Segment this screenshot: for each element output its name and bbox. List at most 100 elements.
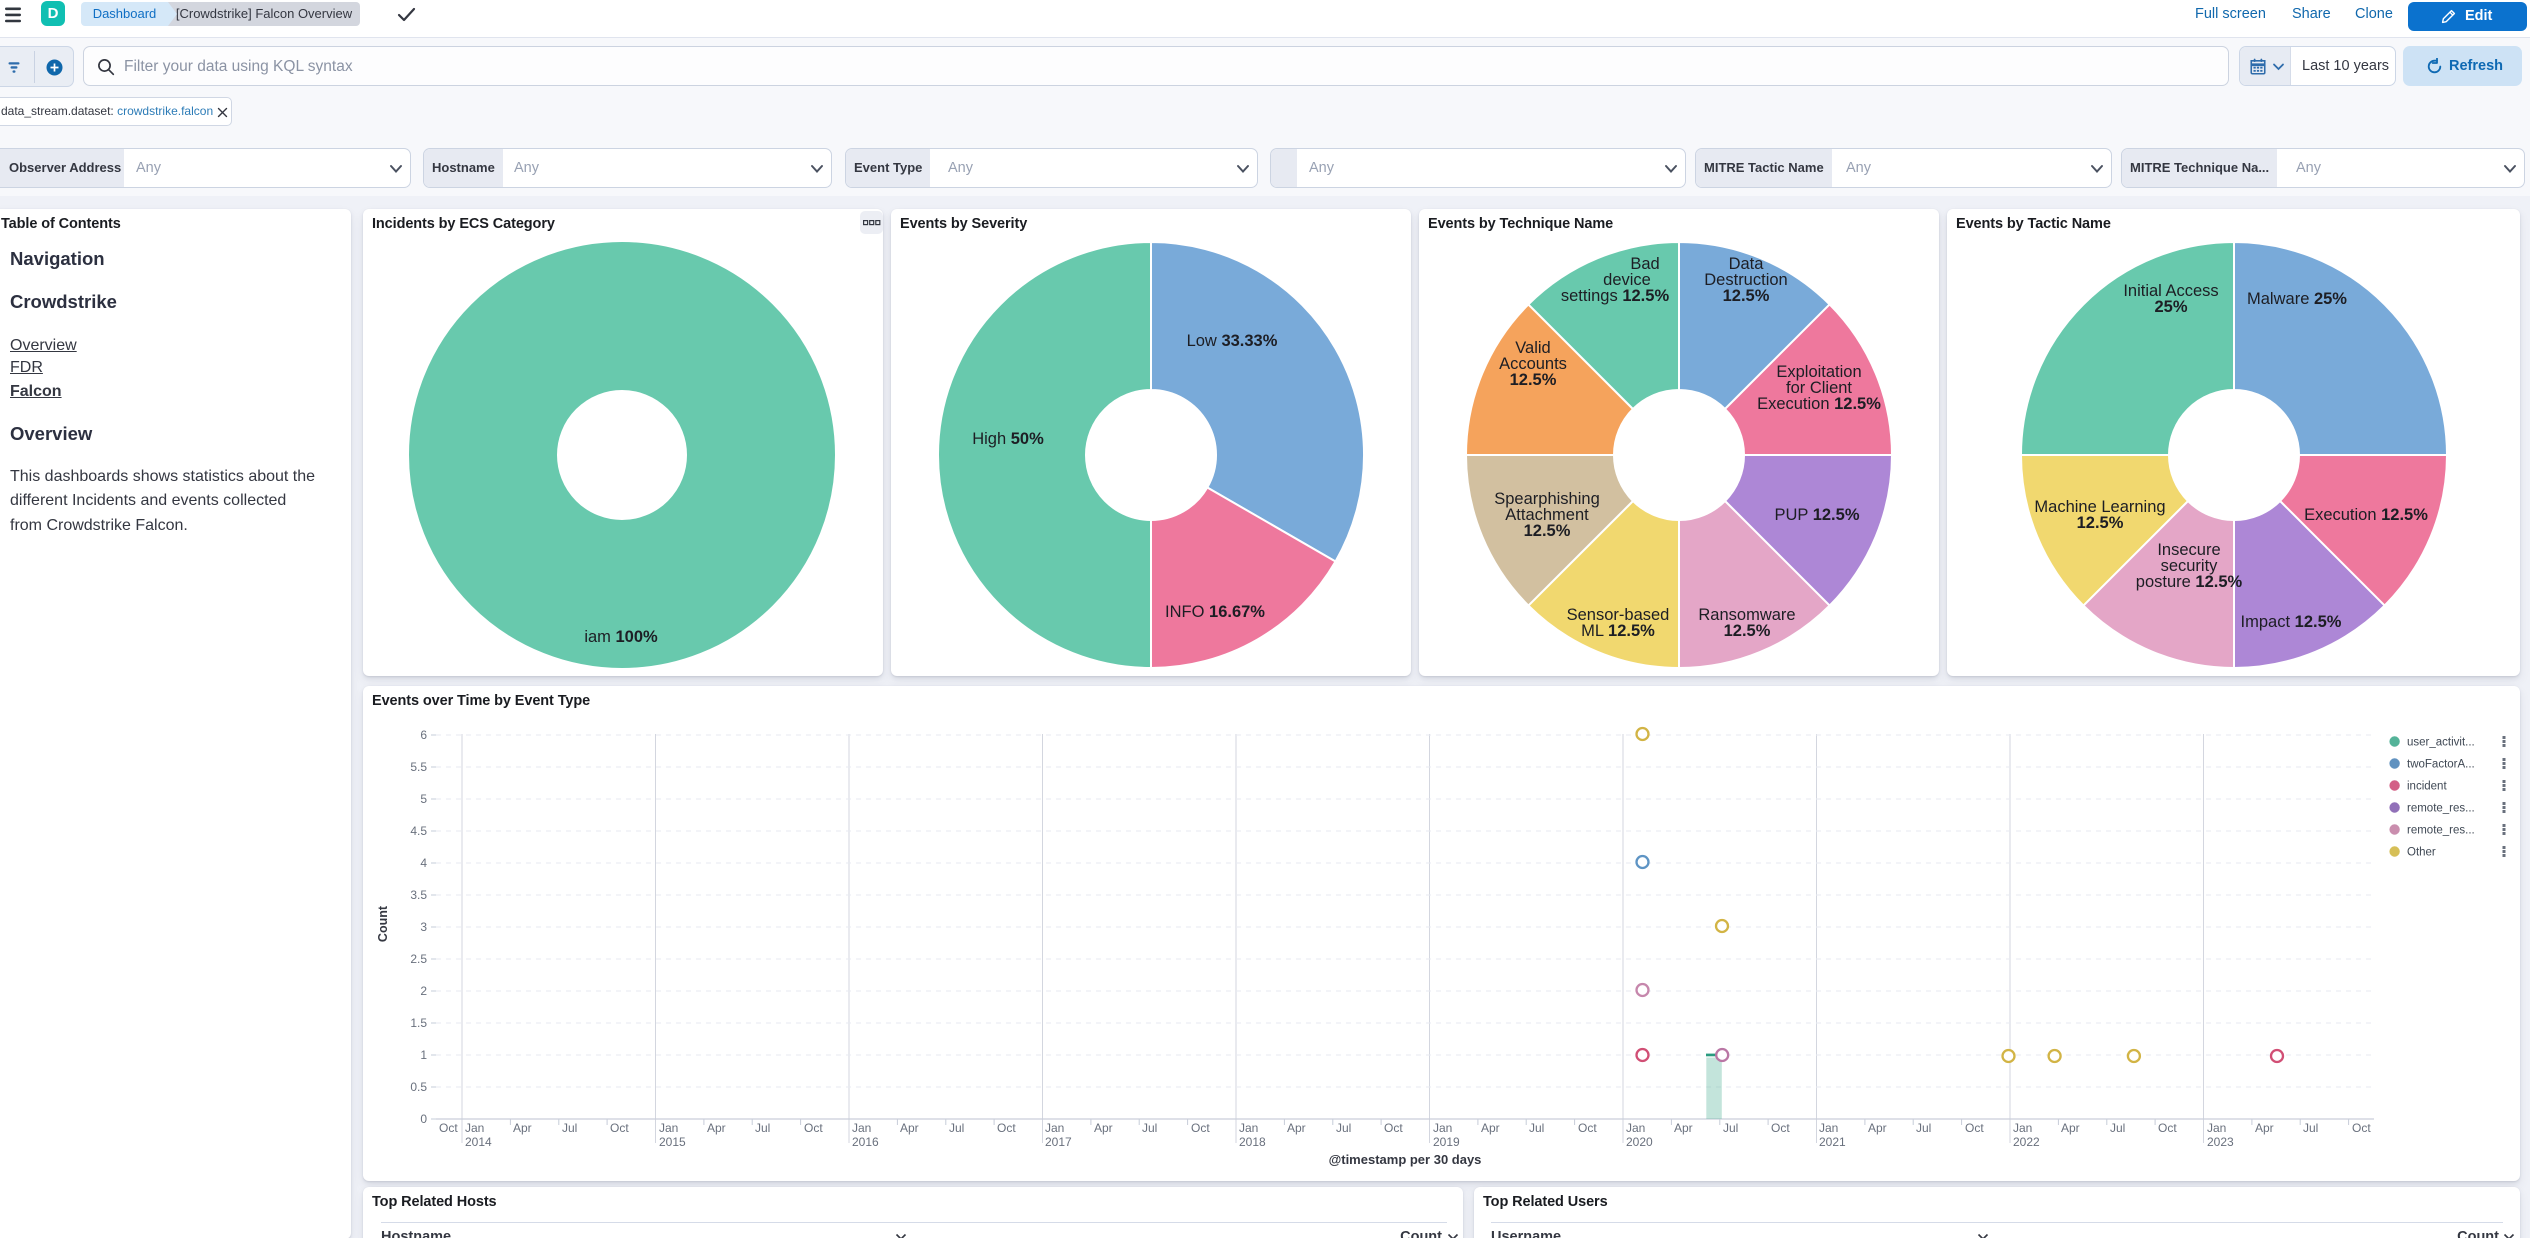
svg-text:Jul: Jul: [1142, 1121, 1157, 1135]
svg-text:incident: incident: [2407, 781, 2447, 793]
svg-text:Apr: Apr: [1674, 1121, 1693, 1135]
svg-text:Jan: Jan: [465, 1121, 484, 1135]
svg-text:Oct: Oct: [1771, 1121, 1790, 1135]
svg-text:Execution 12.5%: Execution 12.5%: [1757, 395, 1881, 413]
svg-text:Jan: Jan: [1045, 1121, 1064, 1135]
svg-text:Oct: Oct: [439, 1121, 458, 1135]
svg-text:Oct: Oct: [997, 1121, 1016, 1135]
svg-text:3.5: 3.5: [410, 888, 427, 902]
svg-text:Jul: Jul: [2110, 1121, 2125, 1135]
svg-text:Sensor-based: Sensor-based: [1567, 606, 1670, 624]
svg-text:12.5%: 12.5%: [1510, 371, 1557, 389]
svg-text:Low 33.33%: Low 33.33%: [1187, 332, 1278, 350]
svg-text:Jan: Jan: [852, 1121, 871, 1135]
svg-text:iam 100%: iam 100%: [584, 628, 658, 646]
svg-text:Malware 25%: Malware 25%: [2247, 290, 2347, 308]
svg-text:Oct: Oct: [1965, 1121, 1984, 1135]
svg-text:device: device: [1603, 271, 1651, 289]
svg-text:Jan: Jan: [2207, 1121, 2226, 1135]
svg-text:Attachment: Attachment: [1505, 506, 1589, 524]
svg-text:Oct: Oct: [610, 1121, 629, 1135]
svg-text:Apr: Apr: [2255, 1121, 2274, 1135]
svg-text:Jan: Jan: [1626, 1121, 1645, 1135]
svg-text:Oct: Oct: [1191, 1121, 1210, 1135]
svg-text:Machine Learning: Machine Learning: [2034, 498, 2165, 516]
svg-text:High 50%: High 50%: [972, 430, 1044, 448]
svg-text:2014: 2014: [465, 1135, 492, 1149]
svg-text:Jan: Jan: [1239, 1121, 1258, 1135]
svg-text:2.5: 2.5: [410, 952, 427, 966]
svg-text:posture 12.5%: posture 12.5%: [2136, 573, 2243, 591]
svg-text:Valid: Valid: [1515, 339, 1550, 357]
svg-text:2017: 2017: [1045, 1135, 1072, 1149]
svg-text:Jul: Jul: [755, 1121, 770, 1135]
svg-text:Jan: Jan: [1433, 1121, 1452, 1135]
svg-text:2: 2: [420, 984, 427, 998]
svg-text:Apr: Apr: [2061, 1121, 2080, 1135]
svg-text:12.5%: 12.5%: [1524, 522, 1571, 540]
svg-text:Apr: Apr: [1868, 1121, 1887, 1135]
svg-text:Count: Count: [376, 905, 390, 942]
svg-text:Destruction: Destruction: [1704, 271, 1787, 289]
svg-text:Jul: Jul: [562, 1121, 577, 1135]
svg-text:12.5%: 12.5%: [1724, 622, 1771, 640]
svg-text:2020: 2020: [1626, 1135, 1653, 1149]
svg-text:Jan: Jan: [659, 1121, 678, 1135]
svg-text:Insecure: Insecure: [2157, 541, 2220, 559]
svg-text:3: 3: [420, 920, 427, 934]
svg-text:Jul: Jul: [949, 1121, 964, 1135]
svg-text:user_activit...: user_activit...: [2407, 737, 2475, 749]
svg-text:Initial Access: Initial Access: [2123, 282, 2218, 300]
svg-text:6: 6: [420, 728, 427, 742]
svg-text:remote_res...: remote_res...: [2407, 825, 2475, 837]
svg-text:twoFactorA...: twoFactorA...: [2407, 759, 2475, 771]
svg-text:Bad: Bad: [1630, 255, 1659, 273]
svg-text:PUP 12.5%: PUP 12.5%: [1774, 506, 1859, 524]
svg-text:5.5: 5.5: [410, 760, 427, 774]
svg-text:Accounts: Accounts: [1499, 355, 1567, 373]
svg-text:INFO 16.67%: INFO 16.67%: [1165, 603, 1265, 621]
svg-text:Data: Data: [1729, 255, 1765, 273]
svg-text:settings 12.5%: settings 12.5%: [1561, 287, 1670, 305]
svg-text:0.5: 0.5: [410, 1080, 427, 1094]
svg-text:Oct: Oct: [2352, 1121, 2371, 1135]
svg-text:Oct: Oct: [1578, 1121, 1597, 1135]
svg-text:Apr: Apr: [1287, 1121, 1306, 1135]
svg-text:Oct: Oct: [1384, 1121, 1403, 1135]
svg-text:Apr: Apr: [707, 1121, 726, 1135]
svg-text:security: security: [2161, 557, 2219, 575]
svg-text:Apr: Apr: [1094, 1121, 1113, 1135]
svg-text:Execution 12.5%: Execution 12.5%: [2304, 506, 2428, 524]
svg-text:2016: 2016: [852, 1135, 879, 1149]
svg-text:Impact 12.5%: Impact 12.5%: [2241, 613, 2342, 631]
svg-text:2019: 2019: [1433, 1135, 1460, 1149]
svg-text:remote_res...: remote_res...: [2407, 803, 2475, 815]
svg-text:0: 0: [420, 1112, 427, 1126]
svg-text:Jan: Jan: [1819, 1121, 1838, 1135]
svg-text:2021: 2021: [1819, 1135, 1846, 1149]
svg-text:for Client: for Client: [1786, 379, 1852, 397]
svg-text:Jul: Jul: [1916, 1121, 1931, 1135]
svg-text:Other: Other: [2407, 847, 2436, 859]
svg-text:ML 12.5%: ML 12.5%: [1581, 622, 1655, 640]
svg-text:Jul: Jul: [1723, 1121, 1738, 1135]
svg-text:Exploitation: Exploitation: [1776, 363, 1861, 381]
svg-text:Jan: Jan: [2013, 1121, 2032, 1135]
svg-text:Oct: Oct: [2158, 1121, 2177, 1135]
svg-text:Ransomware: Ransomware: [1698, 606, 1795, 624]
svg-text:4: 4: [420, 856, 427, 870]
svg-text:12.5%: 12.5%: [2077, 514, 2124, 532]
svg-text:1.5: 1.5: [410, 1016, 427, 1030]
svg-text:5: 5: [420, 792, 427, 806]
svg-text:2015: 2015: [659, 1135, 686, 1149]
svg-text:25%: 25%: [2154, 298, 2187, 316]
svg-text:Oct: Oct: [804, 1121, 823, 1135]
svg-text:1: 1: [420, 1048, 427, 1062]
svg-text:Apr: Apr: [900, 1121, 919, 1135]
svg-text:2022: 2022: [2013, 1135, 2040, 1149]
svg-text:@timestamp per 30 days: @timestamp per 30 days: [1329, 1152, 1482, 1167]
svg-text:Apr: Apr: [513, 1121, 532, 1135]
svg-text:Jul: Jul: [2303, 1121, 2318, 1135]
svg-text:Spearphishing: Spearphishing: [1494, 490, 1600, 508]
svg-text:4.5: 4.5: [410, 824, 427, 838]
